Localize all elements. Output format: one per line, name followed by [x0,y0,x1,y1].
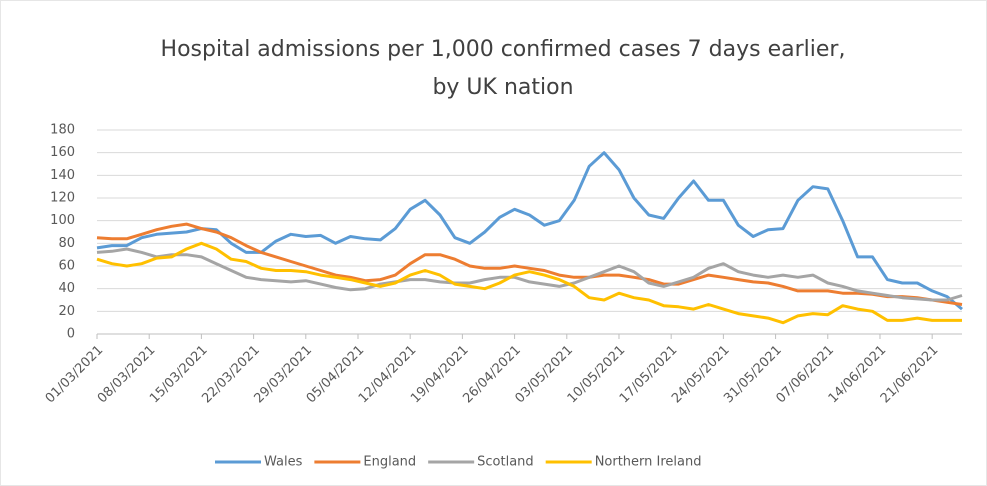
series-line [96,247,963,302]
y-tick-label: 100 [50,213,75,228]
y-tick-label: 20 [58,304,75,319]
legend-label: England [363,455,416,470]
y-tick-label: 80 [58,236,75,251]
y-tick-label: 180 [50,123,75,138]
y-tick-label: 120 [50,191,75,206]
y-tick-label: 140 [50,168,75,183]
legend-label: Scotland [477,455,534,470]
y-tick-label: 160 [50,145,75,160]
series-line [96,241,962,325]
legend-label: Northern Ireland [595,455,702,470]
y-tick-label: 40 [58,281,75,296]
y-tick-label: 0 [67,327,75,342]
chart-title: by UK nation [432,75,573,100]
y-tick-label: 60 [58,259,75,274]
legend-label: Wales [264,455,303,470]
series-line [96,151,963,311]
series-line [96,222,963,306]
chart-title: Hospital admissions per 1,000 confirmed … [161,37,846,62]
